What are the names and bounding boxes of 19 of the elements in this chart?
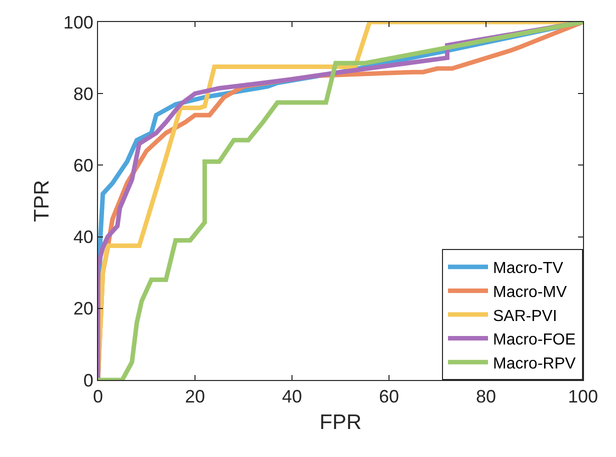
- y-tick-label: 100: [63, 12, 94, 32]
- legend-label: SAR-PVI: [493, 308, 558, 325]
- x-tick-label: 100: [568, 386, 598, 407]
- x-tick-label: 20: [184, 386, 206, 407]
- y-tick-label: 0: [83, 370, 94, 390]
- x-tick-label: 60: [378, 386, 400, 407]
- legend-label: Macro-RPV: [493, 355, 576, 372]
- y-axis-title: TPR: [30, 180, 54, 222]
- x-tick-label: 80: [476, 386, 496, 407]
- y-tick-label: 80: [73, 84, 94, 104]
- x-axis-title: FPR: [320, 410, 362, 434]
- y-tick-label: 60: [73, 156, 94, 176]
- y-tick-label: 20: [73, 298, 94, 319]
- line-series: [98, 22, 583, 380]
- y-tick-label: 40: [73, 227, 94, 248]
- legend-label: Macro-FOE: [493, 332, 576, 349]
- legend-label: Macro-MV: [493, 284, 568, 301]
- legend-label: Macro-TV: [493, 260, 564, 278]
- x-tick-label: 40: [282, 386, 302, 407]
